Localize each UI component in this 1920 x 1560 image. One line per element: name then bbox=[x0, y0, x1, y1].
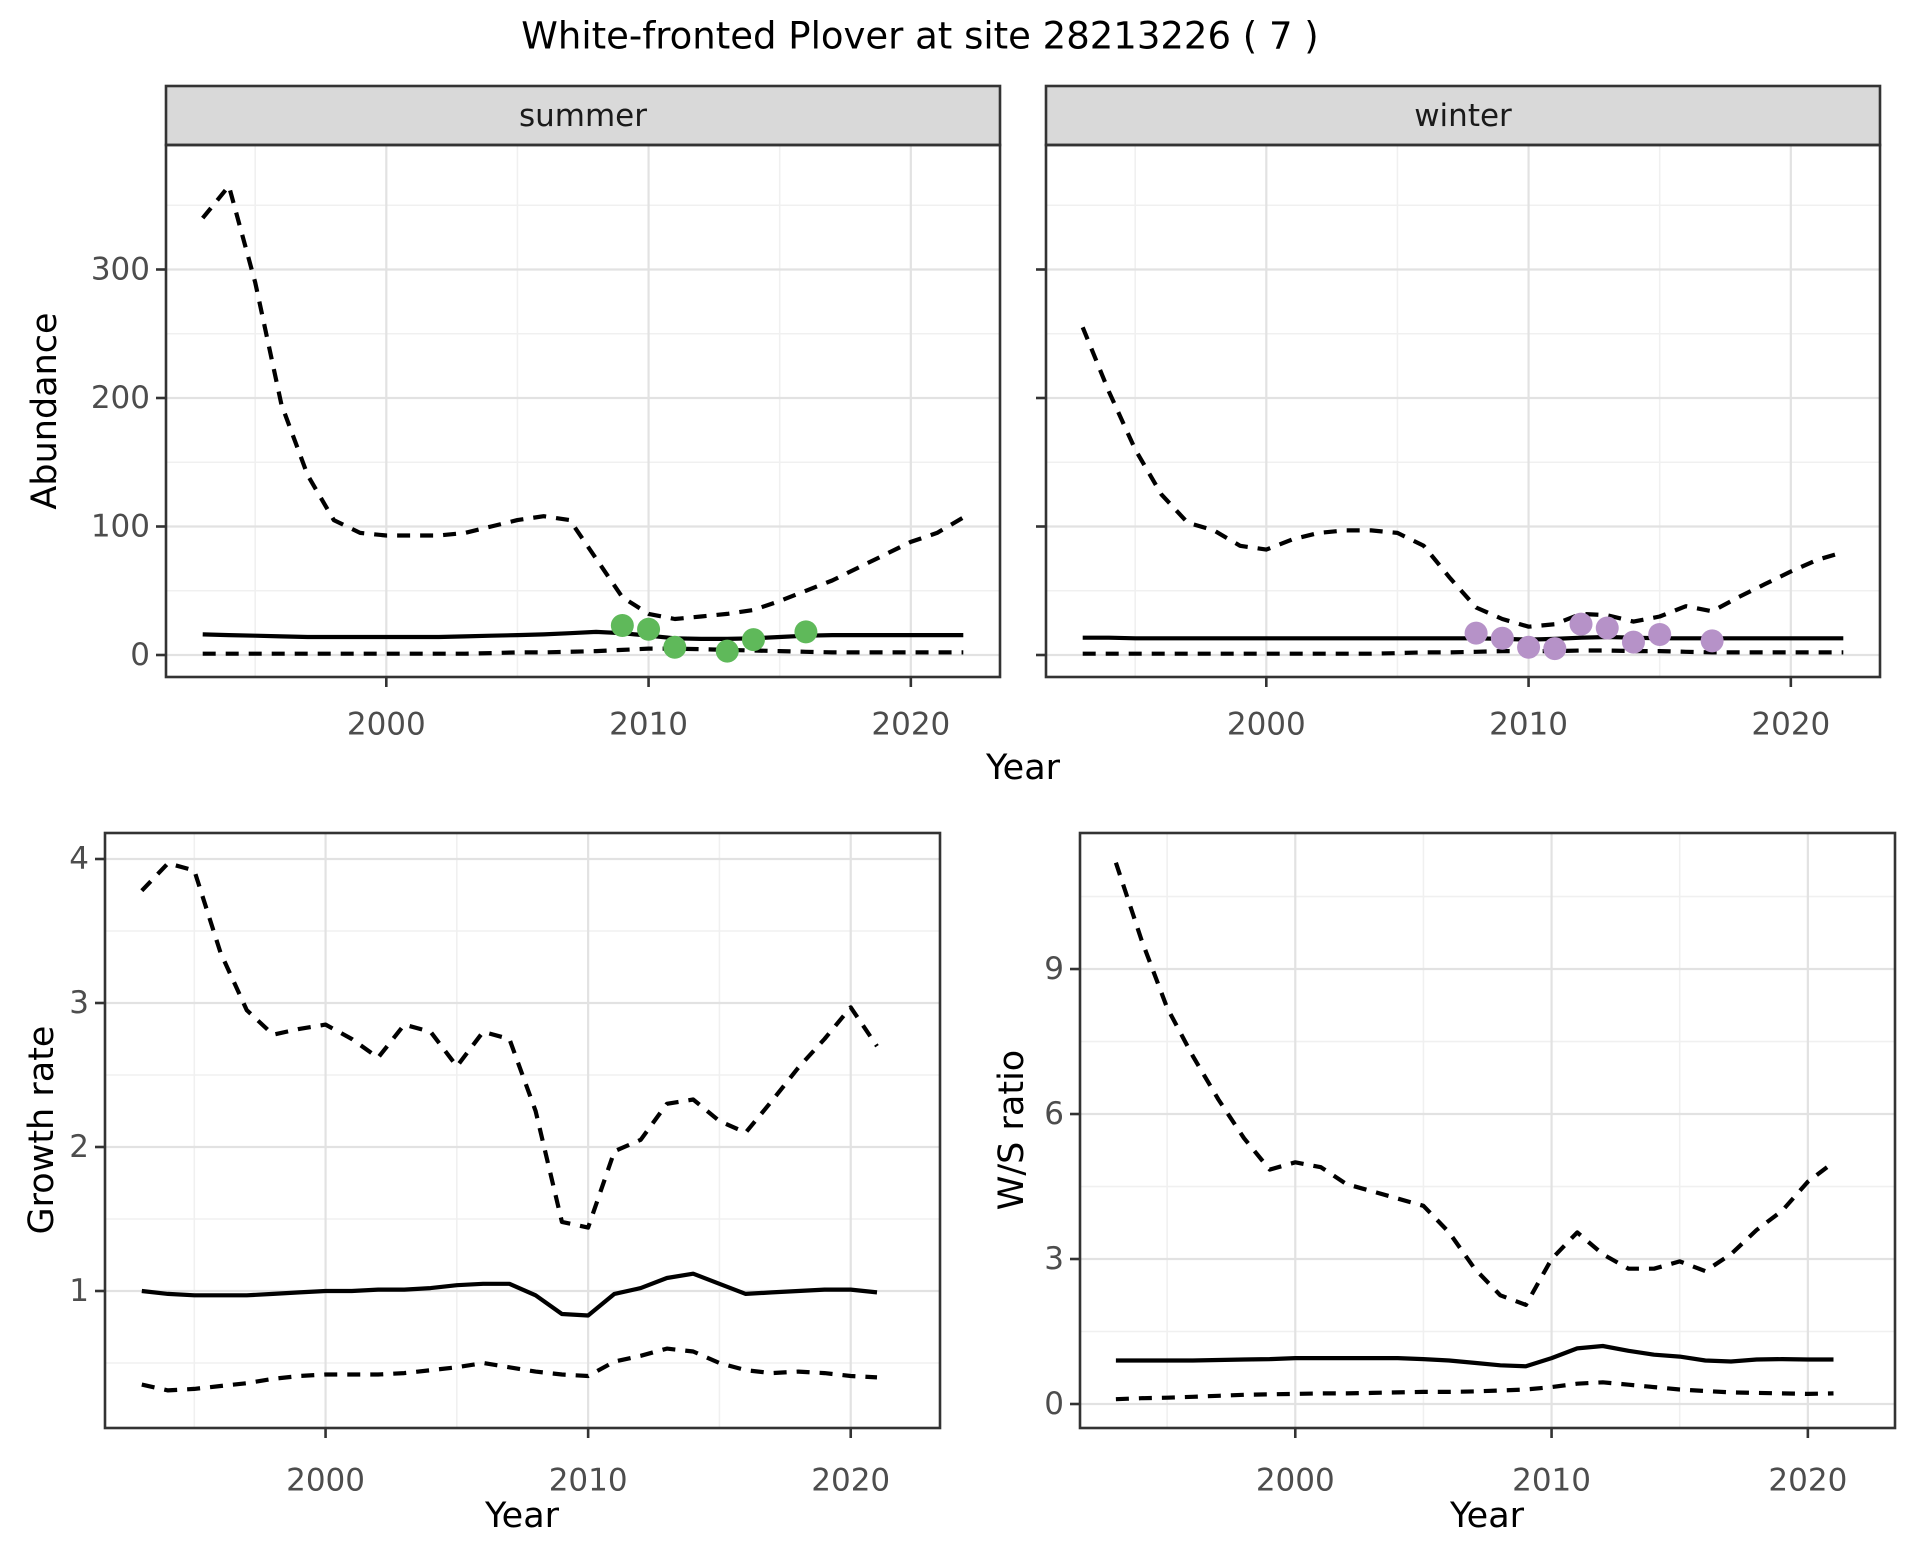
abundance-summer-observation-point bbox=[715, 639, 739, 663]
x-axis-title-top: Year bbox=[985, 748, 1061, 788]
growth-rate-upper-ci-line bbox=[140, 861, 879, 1230]
abundance-summer-panel-background bbox=[166, 145, 1000, 677]
abundance-winter-upper-ci-line bbox=[1080, 326, 1844, 629]
x-tick-label: 2020 bbox=[871, 706, 950, 742]
x-tick-label: 2000 bbox=[347, 706, 426, 742]
x-tick-label: 2000 bbox=[1256, 1462, 1335, 1498]
abundance-summer-observation-point bbox=[610, 613, 634, 637]
abundance-winter-observation-point bbox=[1543, 637, 1567, 661]
y-tick-label: 0 bbox=[1044, 1386, 1064, 1422]
abundance-winter-observation-point bbox=[1464, 621, 1488, 645]
x-tick-label: 2010 bbox=[609, 706, 688, 742]
abundance-winter-panel-border bbox=[1044, 143, 1882, 679]
y-tick-label: 6 bbox=[1044, 1096, 1064, 1132]
x-tick-label: 2010 bbox=[1512, 1462, 1591, 1498]
chart-title: White-fronted Plover at site 28213226 ( … bbox=[521, 14, 1319, 58]
y-tick-label: 9 bbox=[1044, 951, 1064, 987]
x-axis-title-growth: Year bbox=[484, 1496, 560, 1536]
x-tick-label: 2020 bbox=[1751, 706, 1830, 742]
abundance-winter-observation-point bbox=[1700, 629, 1724, 653]
x-tick-label: 2020 bbox=[811, 1462, 890, 1498]
y-tick-label: 4 bbox=[69, 841, 89, 877]
x-axis-title-ws: Year bbox=[1449, 1496, 1525, 1536]
x-tick-label: 2000 bbox=[286, 1462, 365, 1498]
abundance-winter-median-line bbox=[1082, 634, 1844, 642]
abundance-winter-observation-point bbox=[1490, 626, 1514, 650]
y-axis-title-growth-rate: Growth rate bbox=[22, 1025, 62, 1235]
ws-ratio-panel-border bbox=[1078, 831, 1897, 1430]
ws-ratio-median-line bbox=[1115, 1343, 1834, 1369]
y-axis-title-abundance: Abundance bbox=[25, 312, 65, 510]
y-tick-label: 0 bbox=[130, 637, 150, 673]
y-axis-title-ws-ratio: W/S ratio bbox=[992, 1049, 1032, 1211]
abundance-summer-lower-ci-line bbox=[202, 646, 964, 656]
x-tick-label: 2000 bbox=[1227, 706, 1306, 742]
growth-rate-median-line bbox=[141, 1271, 878, 1318]
growth-rate-panel-border bbox=[103, 831, 942, 1430]
abundance-summer-observation-point bbox=[663, 635, 687, 659]
abundance-summer-observation-point bbox=[741, 628, 765, 652]
ws-ratio-panel-background bbox=[1080, 833, 1895, 1428]
y-tick-label: 300 bbox=[91, 252, 150, 288]
y-tick-label: 2 bbox=[69, 1129, 89, 1165]
x-tick-label: 2010 bbox=[549, 1462, 628, 1498]
y-tick-label: 100 bbox=[91, 509, 150, 545]
abundance-summer-panel-border bbox=[164, 143, 1002, 679]
x-tick-label: 2010 bbox=[1489, 706, 1568, 742]
abundance-winter-lower-ci-line bbox=[1082, 648, 1844, 656]
facet-strip bbox=[1044, 84, 1882, 147]
growth-rate-lower-ci-line bbox=[141, 1346, 878, 1393]
abundance-winter-observation-point bbox=[1517, 635, 1541, 659]
x-tick-label: 2020 bbox=[1768, 1462, 1847, 1498]
abundance-winter-observation-point bbox=[1621, 630, 1645, 654]
ws-ratio-upper-ci-line bbox=[1113, 862, 1835, 1307]
abundance-summer-observation-point bbox=[637, 617, 661, 641]
abundance-summer-median-line bbox=[202, 629, 964, 641]
facet-label-winter: winter bbox=[1414, 98, 1512, 134]
abundance-winter-panel-background bbox=[1046, 145, 1880, 677]
facet-label-summer: summer bbox=[518, 98, 648, 134]
y-tick-label: 3 bbox=[69, 985, 89, 1021]
abundance-winter-observation-point bbox=[1595, 616, 1619, 640]
growth-rate-panel-background bbox=[105, 833, 940, 1428]
abundance-summer-observation-point bbox=[794, 620, 818, 644]
abundance-winter-observation-point bbox=[1569, 612, 1593, 636]
y-tick-label: 200 bbox=[91, 380, 150, 416]
y-tick-label: 3 bbox=[1044, 1241, 1064, 1277]
abundance-summer-upper-ci-line bbox=[201, 183, 965, 622]
abundance-winter-observation-point bbox=[1648, 622, 1672, 646]
ws-ratio-lower-ci-line bbox=[1115, 1380, 1834, 1402]
y-tick-label: 1 bbox=[69, 1273, 89, 1309]
